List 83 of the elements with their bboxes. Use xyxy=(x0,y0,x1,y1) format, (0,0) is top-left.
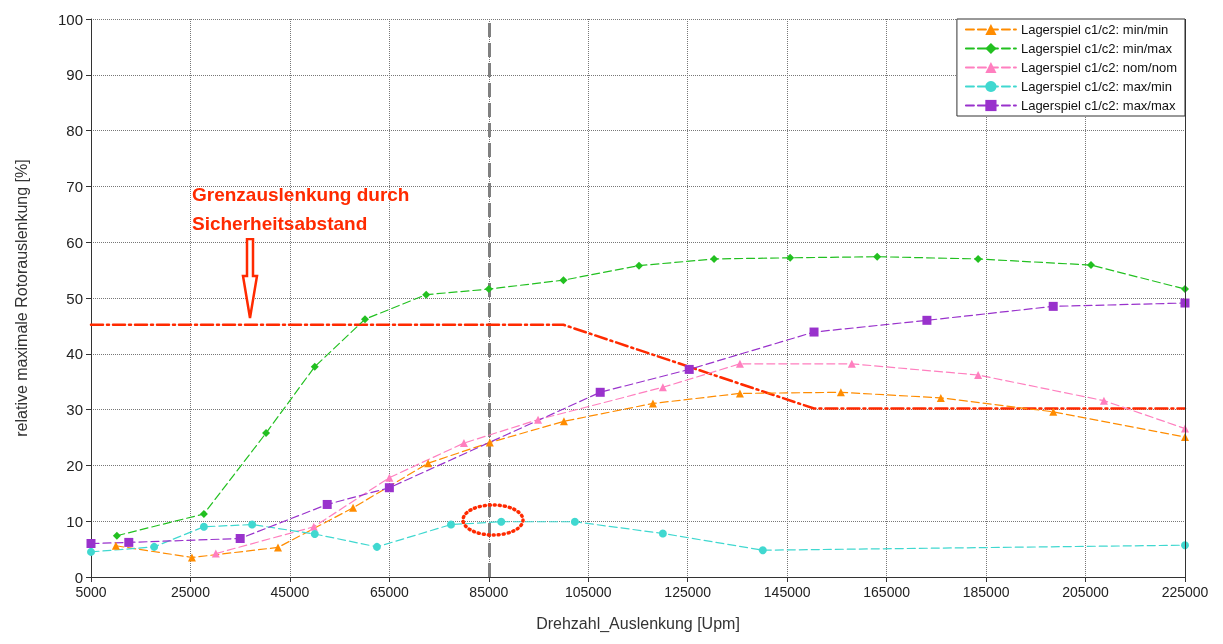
x-tick-label: 125000 xyxy=(664,584,712,600)
point xyxy=(349,503,358,512)
point xyxy=(534,415,543,424)
point xyxy=(595,387,605,397)
point xyxy=(361,315,369,324)
y-tick-label: 50 xyxy=(66,289,83,307)
x-tick-label: 65000 xyxy=(369,584,410,600)
point xyxy=(974,371,983,379)
point xyxy=(422,290,431,299)
point xyxy=(559,276,568,285)
point xyxy=(559,417,568,426)
point xyxy=(497,517,506,526)
legend-label: Lagerspiel c1/c2: min/max xyxy=(1020,41,1173,56)
legend-label: Lagerspiel c1/c2: max/max xyxy=(1020,98,1177,113)
point xyxy=(735,359,744,368)
point xyxy=(309,522,318,531)
legend-label: Lagerspiel c1/c2: max/min xyxy=(1020,79,1172,94)
point xyxy=(922,315,932,325)
point xyxy=(847,359,856,368)
y-tick-label: 90 xyxy=(66,66,83,84)
point xyxy=(211,549,220,558)
point xyxy=(262,429,271,438)
point xyxy=(570,517,579,526)
y-axis-title: relative maximale Rotorauslenkung [%] xyxy=(12,159,30,437)
x-tick-label: 145000 xyxy=(763,584,811,600)
point xyxy=(447,520,456,529)
y-tick-label: 0 xyxy=(74,568,83,586)
point xyxy=(322,499,332,509)
point xyxy=(87,547,95,556)
point xyxy=(484,285,493,294)
point xyxy=(248,520,257,529)
x-tick-label: 85000 xyxy=(469,584,509,600)
point xyxy=(936,393,945,402)
legend-label: Lagerspiel c1/c2: min/min xyxy=(1020,22,1169,37)
point xyxy=(758,546,767,555)
point xyxy=(310,530,319,539)
y-tick-label: 100 xyxy=(57,10,83,28)
point xyxy=(385,473,394,482)
point xyxy=(235,534,245,543)
point xyxy=(150,542,159,551)
x-tick-label: 205000 xyxy=(1062,584,1110,600)
point xyxy=(786,253,795,262)
point xyxy=(710,254,719,263)
y-tick-label: 40 xyxy=(66,345,83,363)
y-tick-label: 20 xyxy=(66,456,83,474)
x-tick-label: 45000 xyxy=(270,584,310,600)
point xyxy=(1087,261,1096,270)
point xyxy=(199,522,208,531)
point xyxy=(111,541,120,550)
point xyxy=(1049,407,1058,416)
x-axis-title: Drehzahl_Auslenkung [Upm] xyxy=(536,614,740,633)
point xyxy=(112,531,121,540)
point xyxy=(424,459,433,468)
point xyxy=(459,439,468,448)
y-tick-label: 60 xyxy=(66,233,83,251)
point xyxy=(658,529,667,538)
point xyxy=(273,543,282,552)
y-tick-label: 30 xyxy=(66,401,83,419)
point xyxy=(873,252,882,261)
point xyxy=(634,261,643,270)
y-tick-label: 80 xyxy=(66,122,83,140)
point xyxy=(384,483,394,493)
point xyxy=(86,539,96,549)
point xyxy=(1048,301,1058,311)
legend-label: Lagerspiel c1/c2: nom/nom xyxy=(1020,60,1178,75)
annotation: Grenzauslenkung durch Sicherheitsabstand xyxy=(192,183,410,236)
x-tick-label: 185000 xyxy=(962,584,1010,600)
point xyxy=(310,362,319,371)
point xyxy=(372,542,381,551)
y-tick-label: 70 xyxy=(66,177,83,195)
point xyxy=(974,254,983,263)
point xyxy=(1099,396,1108,405)
point xyxy=(809,327,819,337)
point xyxy=(485,438,494,447)
point xyxy=(684,364,694,374)
point xyxy=(124,537,134,547)
x-tick-label: 105000 xyxy=(564,584,612,600)
x-tick-label: 5000 xyxy=(75,584,107,600)
point xyxy=(199,509,208,518)
x-tick-label: 225000 xyxy=(1161,584,1209,600)
x-tick-label: 25000 xyxy=(170,584,211,600)
y-tick-label: 10 xyxy=(66,512,83,530)
x-tick-label: 165000 xyxy=(863,584,911,600)
